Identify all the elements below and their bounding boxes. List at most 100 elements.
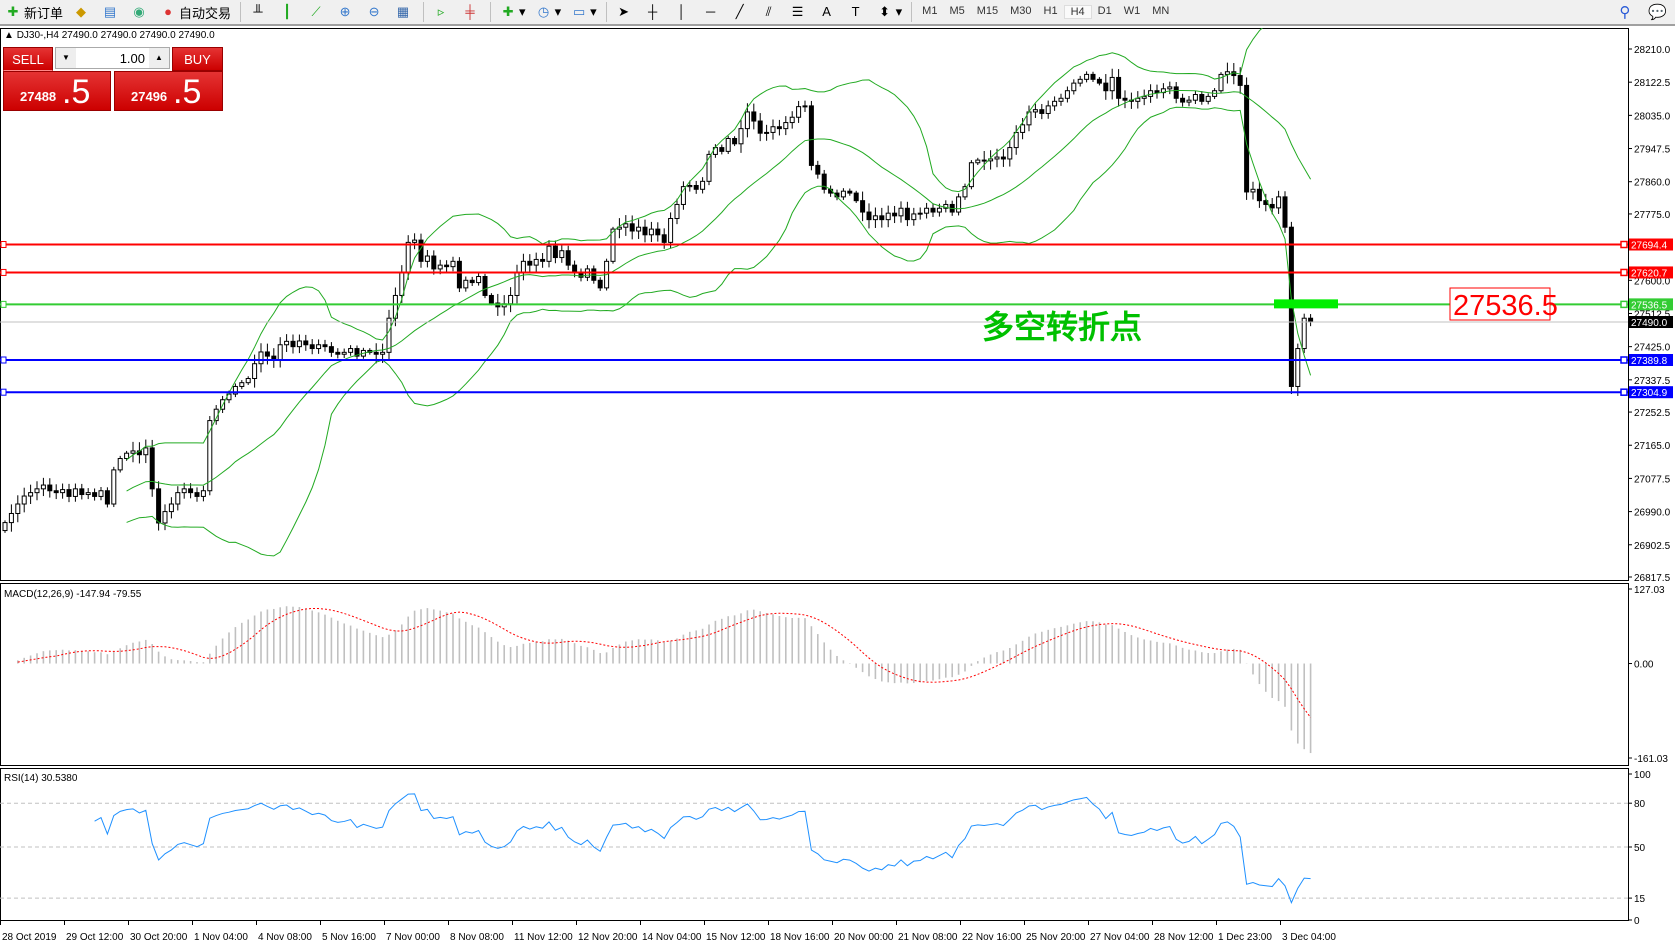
- time-tick-label: 29 Oct 12:00: [66, 932, 124, 943]
- auto-trading-button[interactable]: ● 自动交易: [156, 1, 235, 23]
- timeframe-w1[interactable]: W1: [1123, 5, 1141, 17]
- tile-windows-button[interactable]: ▦: [391, 1, 418, 23]
- candle: [1205, 93, 1211, 105]
- candle-body: [674, 203, 680, 219]
- candle-body: [661, 234, 667, 243]
- search-icon[interactable]: ⚲: [1619, 4, 1631, 21]
- candlestick-button[interactable]: ┃: [275, 1, 302, 23]
- lot-increase-button[interactable]: ▲: [149, 48, 169, 68]
- timeframe-h4[interactable]: H4: [1063, 5, 1092, 19]
- candle-body: [1256, 188, 1262, 202]
- candle: [687, 180, 693, 192]
- candle-body: [655, 228, 661, 236]
- autoscroll-button[interactable]: ▹: [429, 1, 456, 23]
- candle: [264, 343, 270, 365]
- new-order-button[interactable]: ✚ 新订单: [1, 1, 67, 23]
- candle: [463, 276, 469, 292]
- candle: [117, 455, 123, 473]
- templates-button[interactable]: ▭ ▾: [572, 4, 597, 19]
- lot-size-stepper[interactable]: ▼ 1.00 ▲: [55, 47, 170, 69]
- candle-body: [1135, 97, 1141, 102]
- fibonacci-button[interactable]: ☰: [786, 1, 813, 23]
- timeframe-h1[interactable]: H1: [1043, 5, 1058, 17]
- candle-body: [1154, 90, 1160, 94]
- price-line-label: 27694.4: [1631, 241, 1668, 252]
- equidistant-channel-icon: ⫽: [765, 4, 772, 19]
- candle-body: [469, 279, 475, 284]
- navigator-button[interactable]: ▤: [98, 1, 125, 23]
- candle-body: [239, 382, 245, 387]
- candle: [1090, 71, 1096, 82]
- candle-body: [1052, 100, 1058, 107]
- candle: [565, 245, 571, 271]
- candle-body: [1007, 147, 1013, 160]
- sell-price-button[interactable]: 27488 .5: [3, 71, 111, 111]
- cursor-button[interactable]: ➤: [612, 1, 639, 23]
- candle: [130, 441, 136, 463]
- timeframe-m30[interactable]: M30: [1010, 5, 1032, 17]
- signals-button[interactable]: ◉: [127, 1, 154, 23]
- timeframe-m1[interactable]: M1: [922, 5, 938, 17]
- equidistant-channel-button[interactable]: ⫽: [757, 1, 784, 23]
- arrows-button[interactable]: ⬍ ▾: [873, 1, 907, 23]
- text-button[interactable]: A: [815, 1, 842, 23]
- candle-body: [168, 503, 174, 513]
- candle-body: [546, 245, 552, 262]
- candle: [354, 345, 360, 360]
- timeframe-mn[interactable]: MN: [1152, 5, 1170, 17]
- timeframe-m5[interactable]: M5: [949, 5, 965, 17]
- candle-body: [885, 212, 891, 221]
- price-tick-label: 27165.0: [1634, 441, 1671, 452]
- candle-body: [341, 351, 347, 355]
- candle-body: [232, 385, 238, 395]
- bid-label-bg: [1629, 316, 1673, 329]
- candle: [53, 484, 59, 500]
- macd-histogram: [16, 606, 1312, 754]
- candle: [866, 203, 872, 229]
- candle: [1301, 313, 1307, 354]
- chart-shift-button[interactable]: ╪: [458, 1, 485, 23]
- candle-body: [1058, 97, 1064, 102]
- buy-button[interactable]: BUY: [172, 47, 223, 71]
- candle: [680, 181, 686, 210]
- history-button[interactable]: ◆: [69, 1, 96, 23]
- periods-button[interactable]: ◷ ▾: [532, 1, 566, 23]
- price-tick-label: 27337.5: [1634, 376, 1671, 387]
- candle-body: [424, 255, 430, 262]
- buy-price-button[interactable]: 27496 .5: [114, 71, 223, 111]
- candle-body: [1282, 196, 1288, 228]
- candle-body: [1084, 73, 1090, 80]
- candle-body: [706, 153, 712, 182]
- zoom-out-button[interactable]: ⊖: [362, 1, 389, 23]
- timeframe-d1[interactable]: D1: [1097, 5, 1112, 17]
- lot-decrease-button[interactable]: ▼: [56, 48, 76, 68]
- price-tick-label: 26817.5: [1634, 573, 1671, 584]
- bar-chart-button[interactable]: ╨: [246, 1, 273, 23]
- text-label-icon: T: [851, 4, 860, 19]
- trendline-button[interactable]: ╱: [728, 1, 755, 23]
- crosshair-button[interactable]: ┼: [641, 1, 668, 23]
- timeframe-m15[interactable]: M15: [976, 5, 999, 17]
- line-chart-button[interactable]: ⟋: [304, 1, 331, 23]
- zoom-in-icon: ⊕: [339, 4, 351, 19]
- chat-icon[interactable]: 💬: [1648, 4, 1667, 21]
- candle-body: [162, 511, 168, 524]
- candle: [732, 136, 738, 147]
- candle-body: [392, 294, 398, 319]
- candle: [1032, 103, 1038, 119]
- candle-body: [8, 512, 14, 524]
- lot-size-input[interactable]: 1.00: [119, 50, 145, 66]
- line-handle: [1620, 388, 1628, 396]
- sell-button[interactable]: SELL: [3, 47, 53, 71]
- horizontal-line-button[interactable]: ─: [699, 1, 726, 23]
- candle-body: [808, 105, 814, 166]
- candle-body: [40, 484, 46, 490]
- zoom-in-button[interactable]: ⊕: [333, 1, 360, 23]
- vertical-line-button[interactable]: │: [670, 1, 697, 23]
- candle: [476, 273, 482, 286]
- indicators-button[interactable]: ✚ ▾: [496, 1, 530, 23]
- candle: [738, 119, 744, 153]
- text-label-button[interactable]: T: [844, 1, 871, 23]
- timeframe-group: M1 M5 M15 M30 H1 H4 D1 W1 MN: [916, 5, 1175, 19]
